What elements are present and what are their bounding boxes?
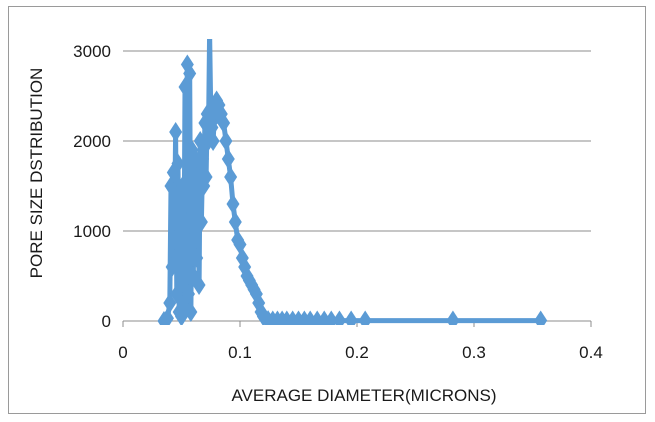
data-point-28 bbox=[193, 131, 207, 151]
data-point-77 bbox=[358, 310, 372, 325]
data-point-9 bbox=[171, 153, 185, 174]
data-point-25 bbox=[190, 248, 204, 268]
data-point-27 bbox=[192, 275, 206, 295]
data-point-1 bbox=[160, 308, 174, 325]
y-tick-label-3: 3000 bbox=[73, 42, 111, 61]
x-axis-title: AVERAGE DIAMETER(MICRONS) bbox=[231, 386, 496, 405]
x-tick-label-4: 0.4 bbox=[579, 343, 603, 362]
data-point-12 bbox=[175, 306, 188, 325]
y-tick-label-2: 2000 bbox=[73, 132, 111, 151]
x-tick-label-0: 0 bbox=[118, 343, 127, 362]
data-point-76 bbox=[344, 310, 358, 325]
y-tick-label-1: 1000 bbox=[73, 222, 111, 241]
data-point-7 bbox=[169, 122, 183, 142]
y-tick-label-0: 0 bbox=[102, 312, 111, 331]
data-point-13 bbox=[176, 176, 190, 196]
data-point-78 bbox=[446, 310, 460, 325]
data-point-6 bbox=[167, 230, 181, 250]
data-point-30 bbox=[196, 149, 210, 169]
tick-labels: 0 1000 2000 3000 0 0.1 0.2 0.3 0.4 bbox=[73, 42, 603, 362]
data-point-11 bbox=[173, 203, 187, 223]
data-point-18 bbox=[182, 284, 196, 304]
x-tick-label-3: 0.3 bbox=[462, 343, 486, 362]
pore-size-chart: 0 1000 2000 3000 0 0.1 0.2 0.3 0.4 AVERAGE DIAME… bbox=[27, 39, 603, 405]
data-point-48 bbox=[224, 167, 238, 187]
x-tick-label-1: 0.1 bbox=[228, 343, 252, 362]
data-point-4 bbox=[165, 257, 179, 277]
data-point-20 bbox=[184, 302, 198, 322]
chart-frame: 0 1000 2000 3000 0 0.1 0.2 0.3 0.4 AVERAGE DIAME… bbox=[8, 6, 646, 414]
x-tick-label-2: 0.2 bbox=[345, 343, 369, 362]
data-point-15 bbox=[178, 77, 192, 97]
data-point-47 bbox=[221, 149, 235, 169]
series-layer bbox=[157, 39, 548, 325]
data-point-24 bbox=[189, 149, 203, 169]
series-line-0 bbox=[162, 39, 541, 324]
y-axis-title: PORE SIZE DSTRIBUTION bbox=[27, 68, 46, 279]
data-point-45 bbox=[217, 113, 231, 133]
data-point-46 bbox=[219, 131, 233, 151]
data-point-75 bbox=[332, 310, 346, 325]
data-point-33 bbox=[199, 167, 213, 187]
data-point-50 bbox=[228, 212, 242, 232]
data-point-49 bbox=[226, 194, 240, 214]
data-point-19 bbox=[183, 63, 197, 84]
data-point-29 bbox=[194, 212, 208, 232]
data-point-39 bbox=[206, 131, 220, 151]
data-point-79 bbox=[534, 310, 548, 325]
data-point-36 bbox=[206, 39, 213, 43]
